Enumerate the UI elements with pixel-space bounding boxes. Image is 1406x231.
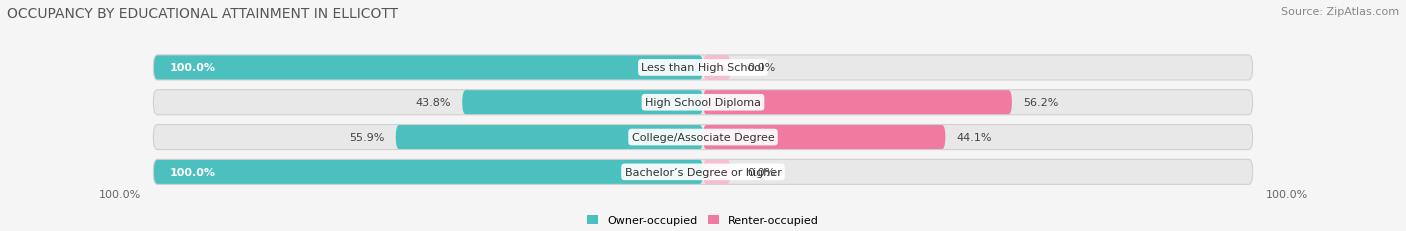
FancyBboxPatch shape	[153, 160, 703, 185]
Text: 56.2%: 56.2%	[1024, 98, 1059, 108]
Text: 0.0%: 0.0%	[747, 63, 775, 73]
Text: Less than High School: Less than High School	[641, 63, 765, 73]
FancyBboxPatch shape	[395, 125, 703, 150]
FancyBboxPatch shape	[703, 90, 1012, 115]
FancyBboxPatch shape	[703, 160, 731, 185]
Text: High School Diploma: High School Diploma	[645, 98, 761, 108]
Text: OCCUPANCY BY EDUCATIONAL ATTAINMENT IN ELLICOTT: OCCUPANCY BY EDUCATIONAL ATTAINMENT IN E…	[7, 7, 398, 21]
FancyBboxPatch shape	[153, 90, 1253, 115]
FancyBboxPatch shape	[153, 56, 1253, 81]
Text: Bachelor’s Degree or higher: Bachelor’s Degree or higher	[624, 167, 782, 177]
FancyBboxPatch shape	[153, 56, 703, 81]
Text: 0.0%: 0.0%	[747, 167, 775, 177]
Text: 100.0%: 100.0%	[170, 63, 217, 73]
FancyBboxPatch shape	[153, 125, 1253, 150]
FancyBboxPatch shape	[463, 90, 703, 115]
Text: 43.8%: 43.8%	[416, 98, 451, 108]
Text: College/Associate Degree: College/Associate Degree	[631, 132, 775, 143]
FancyBboxPatch shape	[703, 56, 731, 81]
Text: 44.1%: 44.1%	[956, 132, 991, 143]
FancyBboxPatch shape	[703, 125, 945, 150]
Text: Source: ZipAtlas.com: Source: ZipAtlas.com	[1281, 7, 1399, 17]
Text: 100.0%: 100.0%	[98, 189, 141, 199]
Text: 100.0%: 100.0%	[1265, 189, 1308, 199]
Legend: Owner-occupied, Renter-occupied: Owner-occupied, Renter-occupied	[586, 215, 820, 225]
FancyBboxPatch shape	[153, 160, 1253, 185]
Text: 100.0%: 100.0%	[170, 167, 217, 177]
Text: 55.9%: 55.9%	[350, 132, 385, 143]
